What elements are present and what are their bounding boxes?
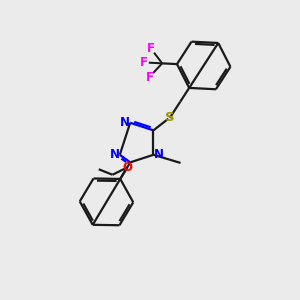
Text: F: F: [146, 70, 153, 84]
Text: S: S: [165, 111, 175, 124]
Text: N: N: [110, 148, 119, 161]
Text: O: O: [122, 161, 132, 174]
Text: F: F: [147, 42, 155, 55]
Text: N: N: [154, 148, 164, 161]
Text: F: F: [140, 56, 148, 69]
Text: N: N: [120, 116, 130, 129]
